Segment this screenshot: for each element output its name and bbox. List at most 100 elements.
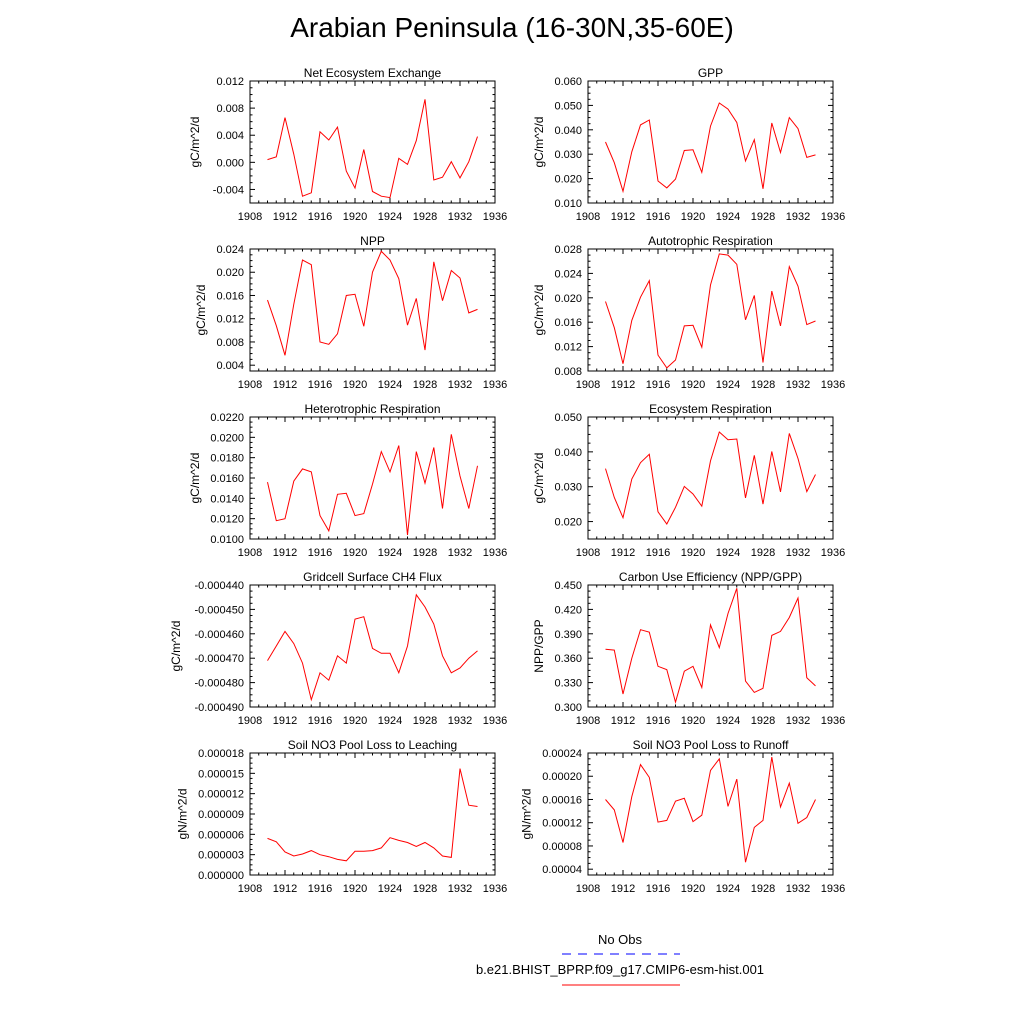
y-tick-label: 0.050	[554, 100, 582, 112]
y-tick-label: 0.000015	[198, 768, 244, 780]
x-tick-label: 1920	[343, 547, 367, 559]
x-tick-label: 1912	[273, 715, 297, 727]
chart-panel: 1908 1912 1916 1920 1924 1928 1932 1936 0.00004 0…	[520, 738, 846, 895]
y-tick-label: -0.000490	[194, 702, 244, 714]
y-tick-label: -0.000460	[194, 629, 244, 641]
y-tick-label: 0.020	[216, 267, 244, 279]
x-tick-label: 1908	[238, 379, 262, 391]
x-tick-label: 1920	[343, 211, 367, 223]
y-axis-label: gN/m^2/d	[175, 789, 189, 840]
chart-title: Soil NO3 Pool Loss to Leaching	[288, 738, 457, 752]
x-tick-label: 1916	[308, 211, 332, 223]
plot-frame	[249, 584, 496, 708]
x-tick-label: 1936	[821, 379, 845, 391]
x-tick-label: 1916	[646, 715, 670, 727]
x-tick-label: 1908	[576, 211, 600, 223]
x-tick-label: 1916	[308, 883, 332, 895]
x-tick-label: 1924	[716, 211, 740, 223]
y-axis-label: gC/m^2/d	[532, 285, 546, 336]
y-tick-label: 0.0200	[210, 432, 244, 444]
series-line	[267, 434, 478, 535]
chart-title: GPP	[698, 66, 723, 80]
chart-panel: 1908 1912 1916 1920 1924 1928 1932 1936 0.000000…	[175, 738, 507, 895]
page-title: Arabian Peninsula (16-30N,35-60E)	[290, 12, 734, 43]
y-tick-label: 0.00012	[542, 818, 582, 830]
x-tick-label: 1924	[716, 715, 740, 727]
x-tick-label: 1932	[448, 547, 472, 559]
x-tick-label: 1928	[751, 547, 775, 559]
x-tick-label: 1932	[448, 379, 472, 391]
series-line	[605, 757, 816, 863]
chart-title: Soil NO3 Pool Loss to Runoff	[633, 738, 790, 752]
plot-frame	[249, 416, 496, 540]
y-tick-label: 0.300	[554, 702, 582, 714]
x-tick-label: 1908	[238, 715, 262, 727]
x-tick-label: 1932	[448, 883, 472, 895]
x-tick-label: 1912	[273, 547, 297, 559]
y-tick-label: 0.450	[554, 580, 582, 592]
x-tick-label: 1912	[611, 379, 635, 391]
y-tick-label: 0.008	[216, 337, 244, 349]
x-tick-label: 1936	[483, 715, 507, 727]
x-tick-label: 1920	[343, 379, 367, 391]
x-tick-label: 1936	[821, 547, 845, 559]
series-line	[267, 593, 478, 702]
x-tick-label: 1908	[238, 883, 262, 895]
x-tick-label: 1936	[821, 715, 845, 727]
x-tick-label: 1924	[378, 883, 402, 895]
chart-title: Carbon Use Efficiency (NPP/GPP)	[619, 570, 802, 584]
y-tick-label: 0.000000	[198, 870, 244, 882]
x-tick-label: 1928	[413, 547, 437, 559]
series-line	[267, 99, 478, 199]
x-tick-label: 1924	[378, 379, 402, 391]
y-tick-label: 0.420	[554, 604, 582, 616]
y-tick-label: 0.000006	[198, 829, 244, 841]
y-tick-label: 0.020	[554, 517, 582, 529]
chart-title: Net Ecosystem Exchange	[304, 66, 442, 80]
x-tick-label: 1936	[483, 883, 507, 895]
y-tick-label: -0.000480	[194, 678, 244, 690]
x-tick-label: 1920	[681, 715, 705, 727]
x-tick-label: 1928	[751, 715, 775, 727]
y-tick-label: 0.040	[554, 125, 582, 137]
x-tick-label: 1924	[378, 715, 402, 727]
x-tick-label: 1912	[611, 883, 635, 895]
x-tick-label: 1920	[343, 715, 367, 727]
y-tick-label: 0.004	[216, 130, 244, 142]
y-tick-label: 0.000012	[198, 789, 244, 801]
x-tick-label: 1936	[821, 211, 845, 223]
x-tick-label: 1924	[716, 547, 740, 559]
x-tick-label: 1920	[681, 211, 705, 223]
x-tick-label: 1924	[716, 379, 740, 391]
y-axis-label: gC/m^2/d	[532, 453, 546, 504]
y-tick-label: 0.00024	[542, 748, 582, 760]
x-tick-label: 1908	[576, 379, 600, 391]
y-tick-label: 0.030	[554, 482, 582, 494]
x-tick-label: 1932	[786, 715, 810, 727]
x-tick-label: 1928	[413, 379, 437, 391]
y-tick-label: 0.360	[554, 653, 582, 665]
chart-title: Gridcell Surface CH4 Flux	[303, 570, 442, 584]
y-tick-label: 0.030	[554, 149, 582, 161]
y-tick-label: 0.0100	[210, 534, 244, 546]
y-tick-label: 0.0140	[210, 493, 244, 505]
x-tick-label: 1932	[786, 211, 810, 223]
y-tick-label: 0.0220	[210, 412, 244, 424]
x-tick-label: 1912	[611, 547, 635, 559]
x-tick-label: 1912	[273, 379, 297, 391]
x-tick-label: 1924	[716, 883, 740, 895]
plot-frame	[249, 80, 496, 204]
x-tick-label: 1936	[821, 883, 845, 895]
x-tick-label: 1928	[751, 883, 775, 895]
y-tick-label: 0.024	[216, 244, 244, 256]
series-line	[605, 588, 816, 704]
y-tick-label: 0.024	[554, 268, 582, 280]
x-tick-label: 1932	[448, 211, 472, 223]
chart-panel: 1908 1912 1916 1920 1924 1928 1932 1936 0.0100 0.…	[188, 402, 507, 559]
x-tick-label: 1928	[413, 715, 437, 727]
x-tick-label: 1916	[646, 883, 670, 895]
x-tick-label: 1920	[681, 379, 705, 391]
y-axis-label: gN/m^2/d	[520, 789, 534, 840]
y-tick-label: 0.00008	[542, 841, 582, 853]
